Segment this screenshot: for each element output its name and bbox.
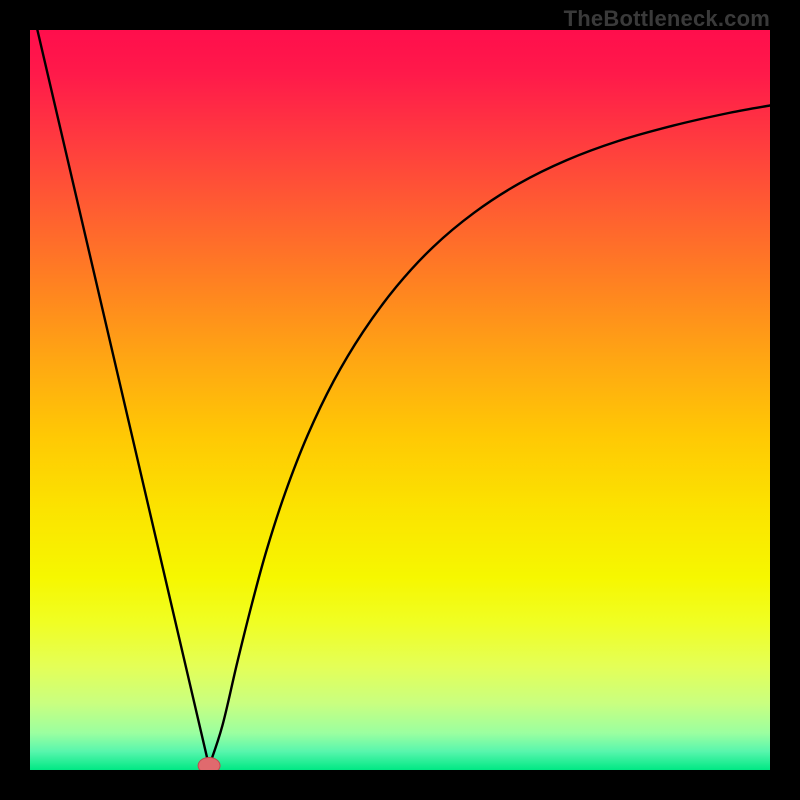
minimum-marker (198, 758, 220, 770)
plot-area (30, 30, 770, 770)
bottleneck-curve (30, 30, 770, 770)
watermark-text: TheBottleneck.com (564, 6, 770, 32)
